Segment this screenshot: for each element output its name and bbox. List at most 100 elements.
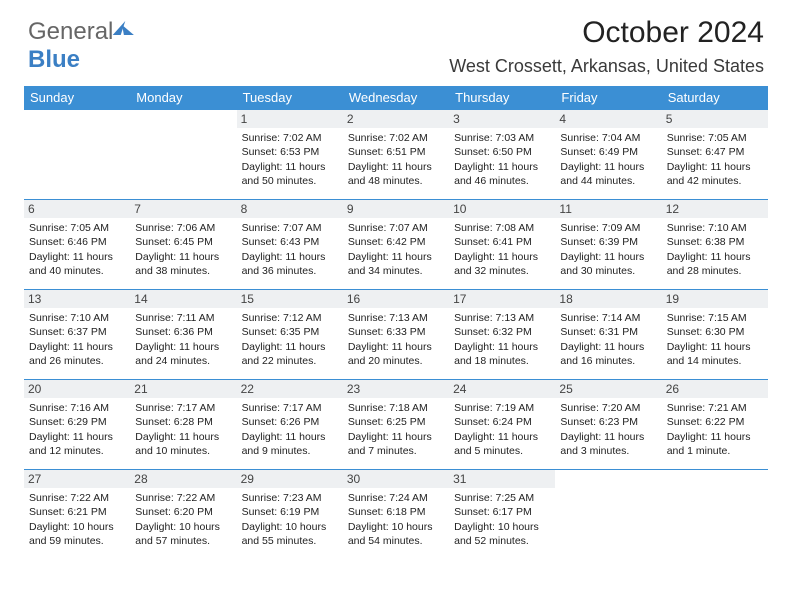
sunset-text: Sunset: 6:35 PM — [242, 325, 338, 339]
sunrise-text: Sunrise: 7:23 AM — [242, 491, 338, 505]
sunset-text: Sunset: 6:22 PM — [667, 415, 763, 429]
calendar-day-cell: 27Sunrise: 7:22 AMSunset: 6:21 PMDayligh… — [24, 470, 130, 560]
day-number: 9 — [343, 200, 449, 218]
sunrise-text: Sunrise: 7:11 AM — [135, 311, 231, 325]
daylight-text: Daylight: 11 hours and 16 minutes. — [560, 340, 656, 368]
weekday-header: Friday — [555, 86, 661, 110]
daylight-text: Daylight: 11 hours and 22 minutes. — [242, 340, 338, 368]
calendar-day-cell: 29Sunrise: 7:23 AMSunset: 6:19 PMDayligh… — [237, 470, 343, 560]
calendar-day-cell: 6Sunrise: 7:05 AMSunset: 6:46 PMDaylight… — [24, 200, 130, 290]
weekday-header: Sunday — [24, 86, 130, 110]
month-year-title: October 2024 — [449, 16, 764, 50]
day-number: 17 — [449, 290, 555, 308]
sunset-text: Sunset: 6:24 PM — [454, 415, 550, 429]
sunset-text: Sunset: 6:25 PM — [348, 415, 444, 429]
sunrise-text: Sunrise: 7:06 AM — [135, 221, 231, 235]
weekday-header: Saturday — [662, 86, 768, 110]
daylight-text: Daylight: 11 hours and 30 minutes. — [560, 250, 656, 278]
day-number: 5 — [662, 110, 768, 128]
calendar-week-row: 27Sunrise: 7:22 AMSunset: 6:21 PMDayligh… — [24, 470, 768, 560]
sunrise-text: Sunrise: 7:08 AM — [454, 221, 550, 235]
calendar-day-cell: 5 Sunrise: 7:05 AMSunset: 6:47 PMDaylight… — [662, 110, 768, 200]
sunrise-text: Sunrise: 7:19 AM — [454, 401, 550, 415]
calendar-day-cell: 7Sunrise: 7:06 AMSunset: 6:45 PMDaylight… — [130, 200, 236, 290]
sunrise-text: Sunrise: 7:05 AM — [29, 221, 125, 235]
day-number: 3 — [449, 110, 555, 128]
day-number: 26 — [662, 380, 768, 398]
sunset-text: Sunset: 6:53 PM — [242, 145, 338, 159]
sunset-text: Sunset: 6:31 PM — [560, 325, 656, 339]
daylight-text: Daylight: 11 hours and 9 minutes. — [242, 430, 338, 458]
calendar-day-cell: 20Sunrise: 7:16 AMSunset: 6:29 PMDayligh… — [24, 380, 130, 470]
day-number: 14 — [130, 290, 236, 308]
calendar-day-cell: 3Sunrise: 7:03 AMSunset: 6:50 PMDaylight… — [449, 110, 555, 200]
location-subtitle: West Crossett, Arkansas, United States — [449, 56, 764, 77]
sunrise-text: Sunrise: 7:13 AM — [454, 311, 550, 325]
day-number: 11 — [555, 200, 661, 218]
day-number: 21 — [130, 380, 236, 398]
day-number: 1 — [237, 110, 343, 128]
calendar-day-cell: 2Sunrise: 7:02 AMSunset: 6:51 PMDaylight… — [343, 110, 449, 200]
calendar-day-cell: 24Sunrise: 7:19 AMSunset: 6:24 PMDayligh… — [449, 380, 555, 470]
sunrise-text: Sunrise: 7:20 AM — [560, 401, 656, 415]
daylight-text: Daylight: 11 hours and 48 minutes. — [348, 160, 444, 188]
sunset-text: Sunset: 6:46 PM — [29, 235, 125, 249]
calendar-day-cell: 15 Sunrise: 7:12 AMSunset: 6:35 PMDayligh… — [237, 290, 343, 380]
daylight-text: Daylight: 11 hours and 44 minutes. — [560, 160, 656, 188]
daylight-text: Daylight: 11 hours and 20 minutes. — [348, 340, 444, 368]
sunset-text: Sunset: 6:51 PM — [348, 145, 444, 159]
sunrise-text: Sunrise: 7:24 AM — [348, 491, 444, 505]
day-number: 24 — [449, 380, 555, 398]
daylight-text: Daylight: 11 hours and 24 minutes. — [135, 340, 231, 368]
sunset-text: Sunset: 6:32 PM — [454, 325, 550, 339]
daylight-text: Daylight: 11 hours and 38 minutes. — [135, 250, 231, 278]
calendar-day-cell: 26 Sunrise: 7:21 AMSunset: 6:22 PMDayligh… — [662, 380, 768, 470]
calendar-day-cell: 17 Sunrise: 7:13 AMSunset: 6:32 PMDayligh… — [449, 290, 555, 380]
daylight-text: Daylight: 10 hours and 59 minutes. — [29, 520, 125, 548]
calendar-week-row: ..1Sunrise: 7:02 AMSunset: 6:53 PMDaylig… — [24, 110, 768, 200]
day-number: 25 — [555, 380, 661, 398]
day-number: 8 — [237, 200, 343, 218]
calendar-day-cell: 25Sunrise: 7:20 AMSunset: 6:23 PMDayligh… — [555, 380, 661, 470]
calendar-day-cell: . — [555, 470, 661, 560]
sunset-text: Sunset: 6:42 PM — [348, 235, 444, 249]
daylight-text: Daylight: 11 hours and 42 minutes. — [667, 160, 763, 188]
day-number: 15 — [237, 290, 343, 308]
daylight-text: Daylight: 11 hours and 18 minutes. — [454, 340, 550, 368]
daylight-text: Daylight: 10 hours and 54 minutes. — [348, 520, 444, 548]
weekday-header-row: Sunday Monday Tuesday Wednesday Thursday… — [24, 86, 768, 110]
day-number: 4 — [555, 110, 661, 128]
logo-triangle2-icon — [123, 25, 135, 35]
daylight-text: Daylight: 11 hours and 1 minute. — [667, 430, 763, 458]
sunset-text: Sunset: 6:21 PM — [29, 505, 125, 519]
day-number: 29 — [237, 470, 343, 488]
sunrise-text: Sunrise: 7:05 AM — [667, 131, 763, 145]
daylight-text: Daylight: 10 hours and 55 minutes. — [242, 520, 338, 548]
sunrise-text: Sunrise: 7:22 AM — [135, 491, 231, 505]
calendar-day-cell: 14Sunrise: 7:11 AMSunset: 6:36 PMDayligh… — [130, 290, 236, 380]
daylight-text: Daylight: 11 hours and 3 minutes. — [560, 430, 656, 458]
calendar-day-cell: 30Sunrise: 7:24 AMSunset: 6:18 PMDayligh… — [343, 470, 449, 560]
day-number: 7 — [130, 200, 236, 218]
sunset-text: Sunset: 6:37 PM — [29, 325, 125, 339]
sunrise-text: Sunrise: 7:21 AM — [667, 401, 763, 415]
weekday-header: Wednesday — [343, 86, 449, 110]
brand-part1: General — [28, 18, 113, 45]
day-number: 18 — [555, 290, 661, 308]
day-number: 27 — [24, 470, 130, 488]
calendar-day-cell: 12Sunrise: 7:10 AMSunset: 6:38 PMDayligh… — [662, 200, 768, 290]
sunrise-text: Sunrise: 7:16 AM — [29, 401, 125, 415]
sunrise-text: Sunrise: 7:18 AM — [348, 401, 444, 415]
calendar-day-cell: 31Sunrise: 7:25 AMSunset: 6:17 PMDayligh… — [449, 470, 555, 560]
brand-logo: General Blue — [28, 18, 133, 74]
sunset-text: Sunset: 6:18 PM — [348, 505, 444, 519]
sunrise-text: Sunrise: 7:12 AM — [242, 311, 338, 325]
day-number: 22 — [237, 380, 343, 398]
sunset-text: Sunset: 6:47 PM — [667, 145, 763, 159]
day-number: 12 — [662, 200, 768, 218]
calendar-day-cell: 4Sunrise: 7:04 AMSunset: 6:49 PMDaylight… — [555, 110, 661, 200]
sunset-text: Sunset: 6:20 PM — [135, 505, 231, 519]
daylight-text: Daylight: 11 hours and 28 minutes. — [667, 250, 763, 278]
daylight-text: Daylight: 10 hours and 52 minutes. — [454, 520, 550, 548]
daylight-text: Daylight: 10 hours and 57 minutes. — [135, 520, 231, 548]
